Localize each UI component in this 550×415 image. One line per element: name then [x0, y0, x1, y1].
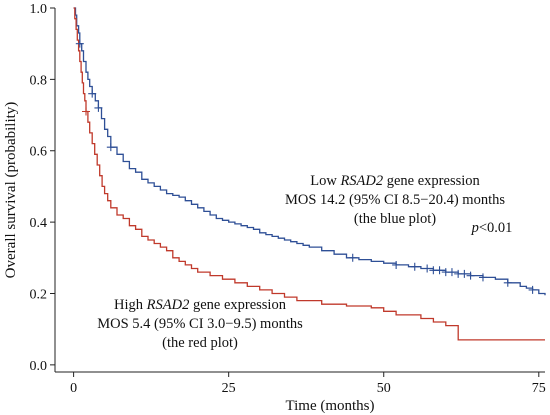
- y-tick-label: 0.2: [30, 287, 48, 302]
- low-line1-suffix: gene expression: [383, 173, 480, 189]
- high-line1-gene: RSAD2: [146, 297, 190, 313]
- censor-mark: [423, 264, 432, 273]
- censor-mark: [88, 89, 97, 98]
- high-line1-prefix: High: [114, 297, 147, 313]
- censor-mark: [503, 278, 512, 287]
- high-expression-line3: (the red plot): [162, 335, 238, 351]
- censor-mark: [75, 39, 84, 48]
- p-value-symbol: p: [471, 220, 479, 236]
- high-expression-line2: MOS 5.4 (95% CI 3.0−9.5) months: [97, 316, 303, 332]
- axes: 0.0 0.2 0.4 0.6 0.8 1.0 0 25 50 75: [30, 2, 546, 396]
- x-tick-label: 25: [222, 381, 236, 396]
- series-line-low-expression: [73, 7, 546, 296]
- y-tick-label: 0.8: [30, 73, 48, 88]
- high-line1-suffix: gene expression: [189, 297, 286, 313]
- low-expression-line2: MOS 14.2 (95% CI 8.5−20.4) months: [285, 192, 505, 208]
- censor-mark: [106, 143, 115, 152]
- p-value-text: <0.01: [479, 220, 513, 236]
- y-axis-title: Overall survival (probability): [3, 102, 19, 279]
- series-line-high-expression: [73, 7, 545, 341]
- low-expression-line3: (the blue plot): [354, 211, 436, 227]
- y-tick-label: 0.0: [30, 359, 48, 374]
- censor-mark: [410, 262, 419, 271]
- low-expression-line1: Low RSAD2 gene expression: [310, 173, 480, 189]
- x-tick-label: 0: [70, 381, 77, 396]
- censor-mark: [528, 285, 537, 294]
- x-tick-label: 50: [377, 381, 391, 396]
- x-tick-label: 75: [532, 381, 546, 396]
- censor-mark: [460, 269, 469, 278]
- censor-mark: [392, 260, 401, 269]
- censor-mark: [478, 273, 487, 282]
- censor-mark: [447, 268, 456, 277]
- low-line1-gene: RSAD2: [339, 173, 383, 189]
- series-layer: [73, 7, 546, 341]
- censor-mark: [466, 271, 475, 280]
- y-tick-label: 0.6: [30, 145, 48, 160]
- p-value: p<0.01: [471, 220, 513, 236]
- y-tick-label: 0.4: [30, 216, 48, 231]
- censor-mark: [348, 253, 357, 262]
- censor-mark: [94, 103, 103, 112]
- low-line1-prefix: Low: [310, 173, 340, 189]
- x-axis-title: Time (months): [285, 398, 374, 414]
- censor-mark: [435, 266, 444, 275]
- censor-mark: [82, 107, 91, 116]
- high-expression-line1: High RSAD2 gene expression: [114, 297, 287, 313]
- y-tick-label: 1.0: [30, 2, 48, 17]
